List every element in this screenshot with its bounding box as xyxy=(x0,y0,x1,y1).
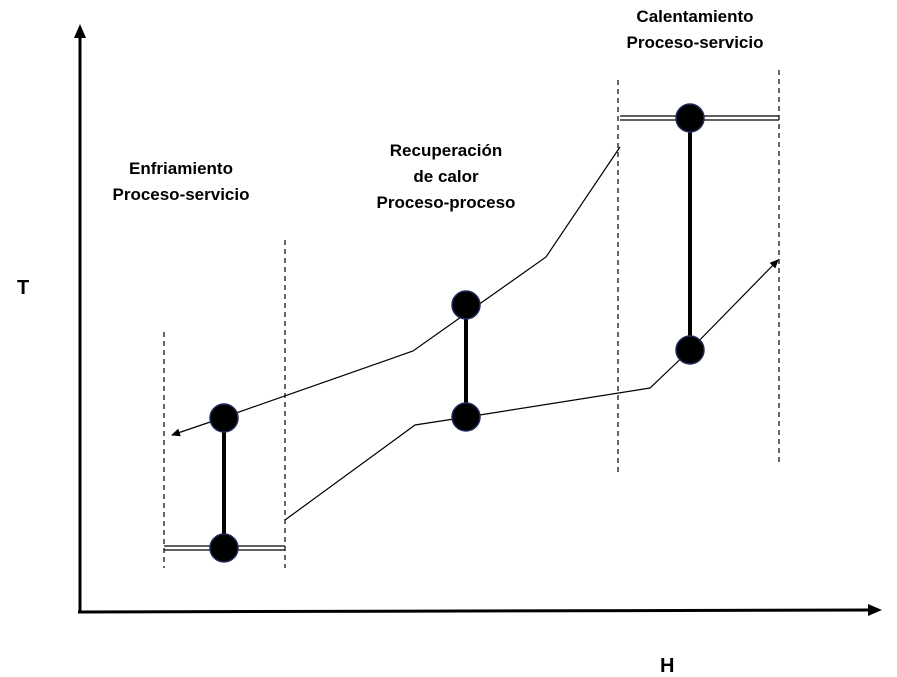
heater-cold-node xyxy=(675,335,705,365)
hot-stream-curve xyxy=(171,146,621,437)
cooling-label-line1: Enfriamiento xyxy=(129,159,233,178)
recovery-label-line3: Proceso-proceso xyxy=(377,193,516,212)
x-axis-label: H xyxy=(660,655,674,677)
y-axis-arrow-icon xyxy=(74,24,86,38)
exchanger-connectors xyxy=(222,118,692,548)
cold-stream-curve xyxy=(284,259,779,521)
cooler-utility-node xyxy=(209,533,239,563)
exchanger-nodes xyxy=(209,103,705,563)
cold-stream xyxy=(284,259,779,521)
heater-utility-node xyxy=(675,103,705,133)
heating-label-line1: Calentamiento xyxy=(636,7,753,26)
cooler-hot-node xyxy=(209,403,239,433)
recovery-cold-node xyxy=(451,402,481,432)
x-axis xyxy=(77,608,871,614)
y-axis-label: T xyxy=(17,277,29,299)
x-axis-arrow-icon xyxy=(868,604,882,616)
region-labels: Enfriamiento Proceso-servicio Recuperaci… xyxy=(112,7,763,212)
recovery-label-line1: Recuperación xyxy=(390,141,502,160)
cooling-label-line2: Proceso-servicio xyxy=(112,185,249,204)
recovery-hot-node xyxy=(451,290,481,320)
hot-stream xyxy=(171,146,621,437)
recovery-label-line2: de calor xyxy=(413,167,479,186)
heating-label-line2: Proceso-servicio xyxy=(626,33,763,52)
axes: T H xyxy=(17,24,882,677)
region-boundaries xyxy=(163,70,780,568)
